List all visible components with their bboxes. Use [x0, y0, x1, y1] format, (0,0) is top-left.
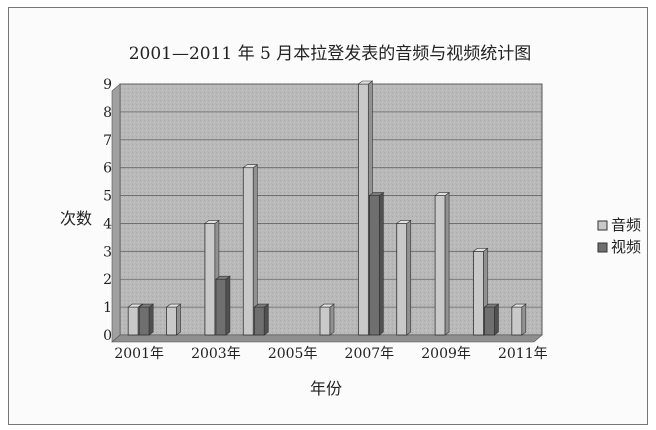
y-tick-label: 1 [103, 300, 112, 316]
legend: 音频 视频 [597, 216, 641, 256]
bar-audio-2006年 [319, 303, 335, 336]
legend-label-video: 视频 [611, 238, 641, 256]
bar-video-2007年 [368, 191, 385, 336]
y-tick-label: 5 [103, 189, 112, 205]
bar-audio-2009年 [434, 191, 450, 336]
chart-title: 2001—2011 年 5 月本拉登发表的音频与视频统计图 [129, 44, 532, 64]
y-tick-label: 3 [103, 244, 112, 260]
y-tick-label: 9 [103, 77, 112, 93]
y-tick-label: 0 [103, 328, 112, 344]
x-tick-label: 2007年 [345, 346, 395, 362]
x-tick-label: 2009年 [421, 346, 471, 362]
x-tick-label: 2003年 [191, 346, 241, 362]
plot-side-wall [111, 83, 121, 343]
x-axis-title: 年份 [310, 379, 342, 398]
x-tick-label: 2001年 [114, 346, 164, 362]
bar-video-2003年 [215, 275, 231, 336]
plot-floor [111, 334, 543, 343]
y-tick-label: 6 [103, 161, 112, 177]
y-axis-title: 次数 [60, 209, 92, 228]
bar-audio-2008年 [395, 219, 412, 336]
bar-video-2004年 [253, 303, 270, 336]
plot-area [119, 83, 543, 336]
bar-audio-2004年 [242, 164, 259, 336]
bar-audio-2011年 [510, 303, 527, 336]
x-tick-label: 2005年 [268, 346, 318, 362]
y-tick-label: 2 [103, 272, 112, 288]
bar-audio-2002年 [165, 303, 182, 336]
legend-swatch-audio [597, 220, 608, 231]
x-tick-label: 2011年 [498, 346, 548, 362]
legend-swatch-video [597, 242, 608, 253]
legend-label-audio: 音频 [611, 216, 641, 234]
y-tick-label: 4 [103, 216, 112, 232]
bar-video-2010年 [483, 303, 500, 336]
y-tick-label: 8 [103, 105, 112, 121]
y-tick-label: 7 [103, 133, 112, 149]
bar-video-2001年 [138, 303, 155, 336]
